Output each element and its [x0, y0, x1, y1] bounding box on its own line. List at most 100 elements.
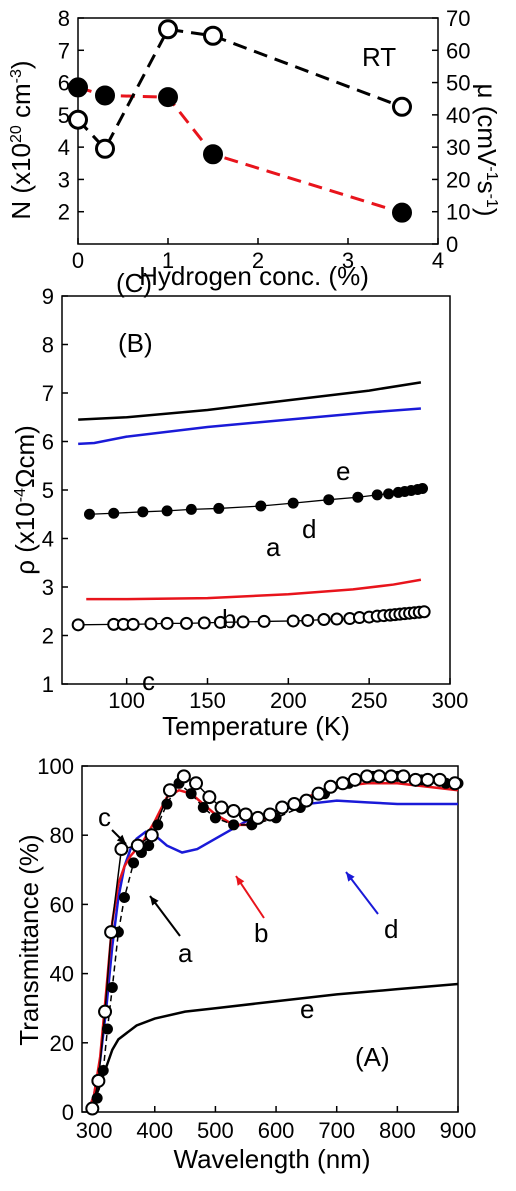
- panel-b-curve-label-e: e: [336, 456, 350, 486]
- panel-a-data-point-a: [128, 857, 140, 869]
- panel-b-curve-label-a: a: [266, 532, 281, 562]
- panel-a-data-point-c: [408, 772, 423, 787]
- panel-a-data-point-a: [106, 981, 118, 993]
- panel-a-data-point-c: [250, 810, 265, 825]
- panel-c-ytick-label: 5: [58, 103, 70, 128]
- panel-a-data-point-c: [202, 790, 217, 805]
- panel-a-data-point-c: [263, 807, 277, 822]
- panel-a-data-point-c: [98, 1004, 113, 1019]
- panel-b-ylabel: ρ (x10-4Ωcm): [10, 425, 40, 575]
- panel-a-pointer-arrowhead-a: [150, 896, 159, 906]
- panel-b-data-point-a: [213, 502, 225, 514]
- panel-a-data-point-c: [114, 842, 129, 857]
- panel-a-curve-e: [86, 982, 459, 1113]
- panel-a-ytick-label: 100: [37, 754, 74, 779]
- panel-b-data-point-a: [161, 505, 173, 517]
- panel-b-ytick-label: 9: [42, 284, 54, 309]
- panel-c-xtick-label: 2: [252, 248, 264, 273]
- panel-c-ytick-label: 6: [58, 71, 70, 96]
- panel-a-pointer-arrowhead-b: [236, 876, 245, 886]
- panel-b-ytick-label: 1: [42, 672, 54, 697]
- panel-b-ytick-label: 8: [42, 333, 54, 358]
- panel-b-data-point-c: [236, 615, 250, 629]
- panel-c-ytick-label: 3: [58, 167, 70, 192]
- panel-b-data-point-c: [257, 614, 271, 628]
- panel-c-series-line-2: [76, 27, 403, 152]
- panel-b-data-point-a: [383, 488, 395, 500]
- panel-a-data-point-c: [238, 807, 253, 822]
- panel-c-data-point: [68, 109, 88, 130]
- panel-b-curve-d: [78, 407, 421, 446]
- panel-b-data-point-a: [371, 489, 383, 501]
- panel-c-data-point: [392, 96, 412, 117]
- panel-a-data-point-c: [299, 793, 314, 808]
- panel-a-data-point-c: [287, 797, 302, 812]
- panel-c-xtick-label: 0: [72, 248, 84, 273]
- panel-b: 100 150 200 250 300 1 2 3 4 5 6 7 8 9 eda b c (B) Temper…: [10, 284, 468, 741]
- panel-a-data-point-c: [176, 769, 191, 784]
- panel-b-data-point-c: [417, 605, 431, 619]
- panel-a-data-point-c: [85, 1101, 100, 1116]
- panel-a-data-point-a: [209, 812, 221, 824]
- panel-a-data-point-c: [347, 772, 362, 787]
- panel-c-y2tick-label: 60: [446, 38, 470, 63]
- panel-a: 300 400 500 600 700 800 900 0 20 40 60 80 100 c a b d e (…: [14, 754, 476, 1174]
- panel-c-xtick-label: 3: [342, 248, 354, 273]
- panel-b-ytick-label: 4: [42, 527, 54, 552]
- panel-a-ytick-label: 20: [50, 1031, 74, 1056]
- panel-b-data-point-a: [255, 500, 267, 512]
- panel-b-data-point-a: [185, 503, 197, 515]
- panel-b-curve-b: [86, 578, 422, 601]
- panel-a-data-point-c: [396, 769, 411, 784]
- panel-a-ylabel: Transmittance (%): [14, 834, 44, 1045]
- panel-b-ytick-label: 3: [42, 575, 54, 600]
- panel-a-xlabel: Wavelength (nm): [174, 1144, 371, 1174]
- panel-a-pointer-arrowhead-d: [346, 872, 355, 882]
- panel-c-y2tick-label: 50: [446, 71, 470, 96]
- panel-c-ytick-label: 7: [58, 38, 70, 63]
- panel-a-curve-label-d: d: [384, 914, 398, 944]
- panel-b-data-point-c: [197, 616, 211, 630]
- panel-a-ytick-label: 80: [50, 823, 74, 848]
- panel-b-ytick-label: 2: [42, 624, 54, 649]
- panel-b-curve-label-b: b: [222, 604, 236, 634]
- panel-c-ylabel: N (x1020 cm-3): [6, 60, 36, 219]
- panel-b-data-point-a: [352, 491, 364, 503]
- panel-a-ytick-label: 60: [50, 892, 74, 917]
- panel-a-data-point-a: [118, 891, 130, 903]
- panel-b-data-point-c: [301, 613, 315, 627]
- panel-a-data-point-a: [143, 840, 155, 852]
- panel-a-xtick-label: 600: [258, 1118, 295, 1143]
- panel-a-data-point-c: [432, 772, 447, 787]
- panel-a-data-point-c: [323, 779, 338, 794]
- panel-a-frame: [81, 765, 459, 1113]
- panel-a-xtick-label: 800: [379, 1118, 416, 1143]
- panel-c-rt-label: RT: [362, 42, 396, 72]
- panel-b-xtick-label: 250: [351, 688, 388, 713]
- panel-b-xtick-label: 200: [270, 688, 307, 713]
- panel-a-curve-d: [86, 799, 458, 1113]
- panel-a-curve-label-a: a: [178, 938, 193, 968]
- panel-a-ytick-label: 0: [62, 1100, 74, 1125]
- panel-c-ytick-label: 2: [58, 200, 70, 225]
- panel-a-xtick-label: 900: [440, 1118, 477, 1143]
- panel-c-xlabel: Hydrogen conc. (%): [139, 261, 369, 291]
- panel-a-data-point-c: [360, 769, 375, 784]
- panel-a-xtick-label: 500: [197, 1118, 234, 1143]
- panel-a-data-point-c: [144, 828, 159, 843]
- panel-c-ytick-label: 4: [58, 135, 70, 160]
- panel-c-series-line-1: [77, 85, 403, 215]
- panel-a-pointer-arrowhead-c: [116, 834, 126, 844]
- panel-b-data-point-a: [287, 497, 299, 509]
- panel-a-ytick-label: 40: [50, 962, 74, 987]
- panel-c-y2tick-label: 70: [446, 6, 470, 31]
- panel-b-data-point-c: [144, 617, 158, 631]
- panel-c: 0 1 2 3 4 2 3 4 5 6 7 8 0 10 20 30 40 50 60 70 (C) RT Hydro…: [6, 6, 502, 298]
- panel-b-data-point-c: [330, 612, 344, 626]
- panel-b-data-point-c: [317, 612, 331, 626]
- panel-a-data-point-c: [275, 800, 290, 815]
- panel-b-data-point-a: [323, 494, 335, 506]
- panel-c-y2tick-label: 10: [446, 200, 470, 225]
- panel-c-xtick-label: 4: [432, 248, 444, 273]
